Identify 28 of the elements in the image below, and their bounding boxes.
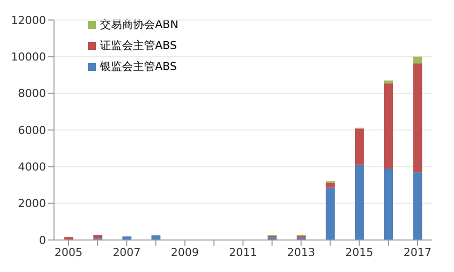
- bar: [384, 83, 394, 168]
- legend-label: 银监会主管ABS: [100, 59, 177, 74]
- bar: [384, 168, 394, 240]
- x-tick-label: 2013: [287, 246, 316, 259]
- bar: [354, 128, 364, 165]
- bar: [354, 164, 364, 240]
- bar: [326, 182, 335, 188]
- y-tick-label: 2000: [18, 197, 46, 210]
- y-tick-label: 8000: [18, 87, 46, 100]
- bar: [326, 188, 335, 240]
- legend-label: 证监会主管ABS: [100, 38, 177, 53]
- y-tick-label: 12000: [11, 14, 46, 27]
- bar: [413, 56, 422, 64]
- bar: [413, 172, 422, 240]
- x-tick-label: 2017: [403, 246, 432, 259]
- bar: [413, 63, 422, 172]
- x-tick-label: 2015: [345, 246, 374, 259]
- x-tick-label: 2009: [170, 246, 199, 259]
- y-tick-label: 0: [39, 234, 46, 247]
- x-tick-label: 2005: [54, 246, 83, 259]
- bar: [93, 235, 102, 238]
- bar: [384, 80, 394, 84]
- x-tick-label: 2011: [229, 246, 257, 259]
- y-tick-label: 10000: [11, 50, 46, 64]
- bar: [151, 235, 160, 240]
- y-tick-label: 4000: [18, 160, 46, 174]
- x-tick-label: 2007: [112, 246, 141, 259]
- y-tick-label: 6000: [18, 124, 46, 137]
